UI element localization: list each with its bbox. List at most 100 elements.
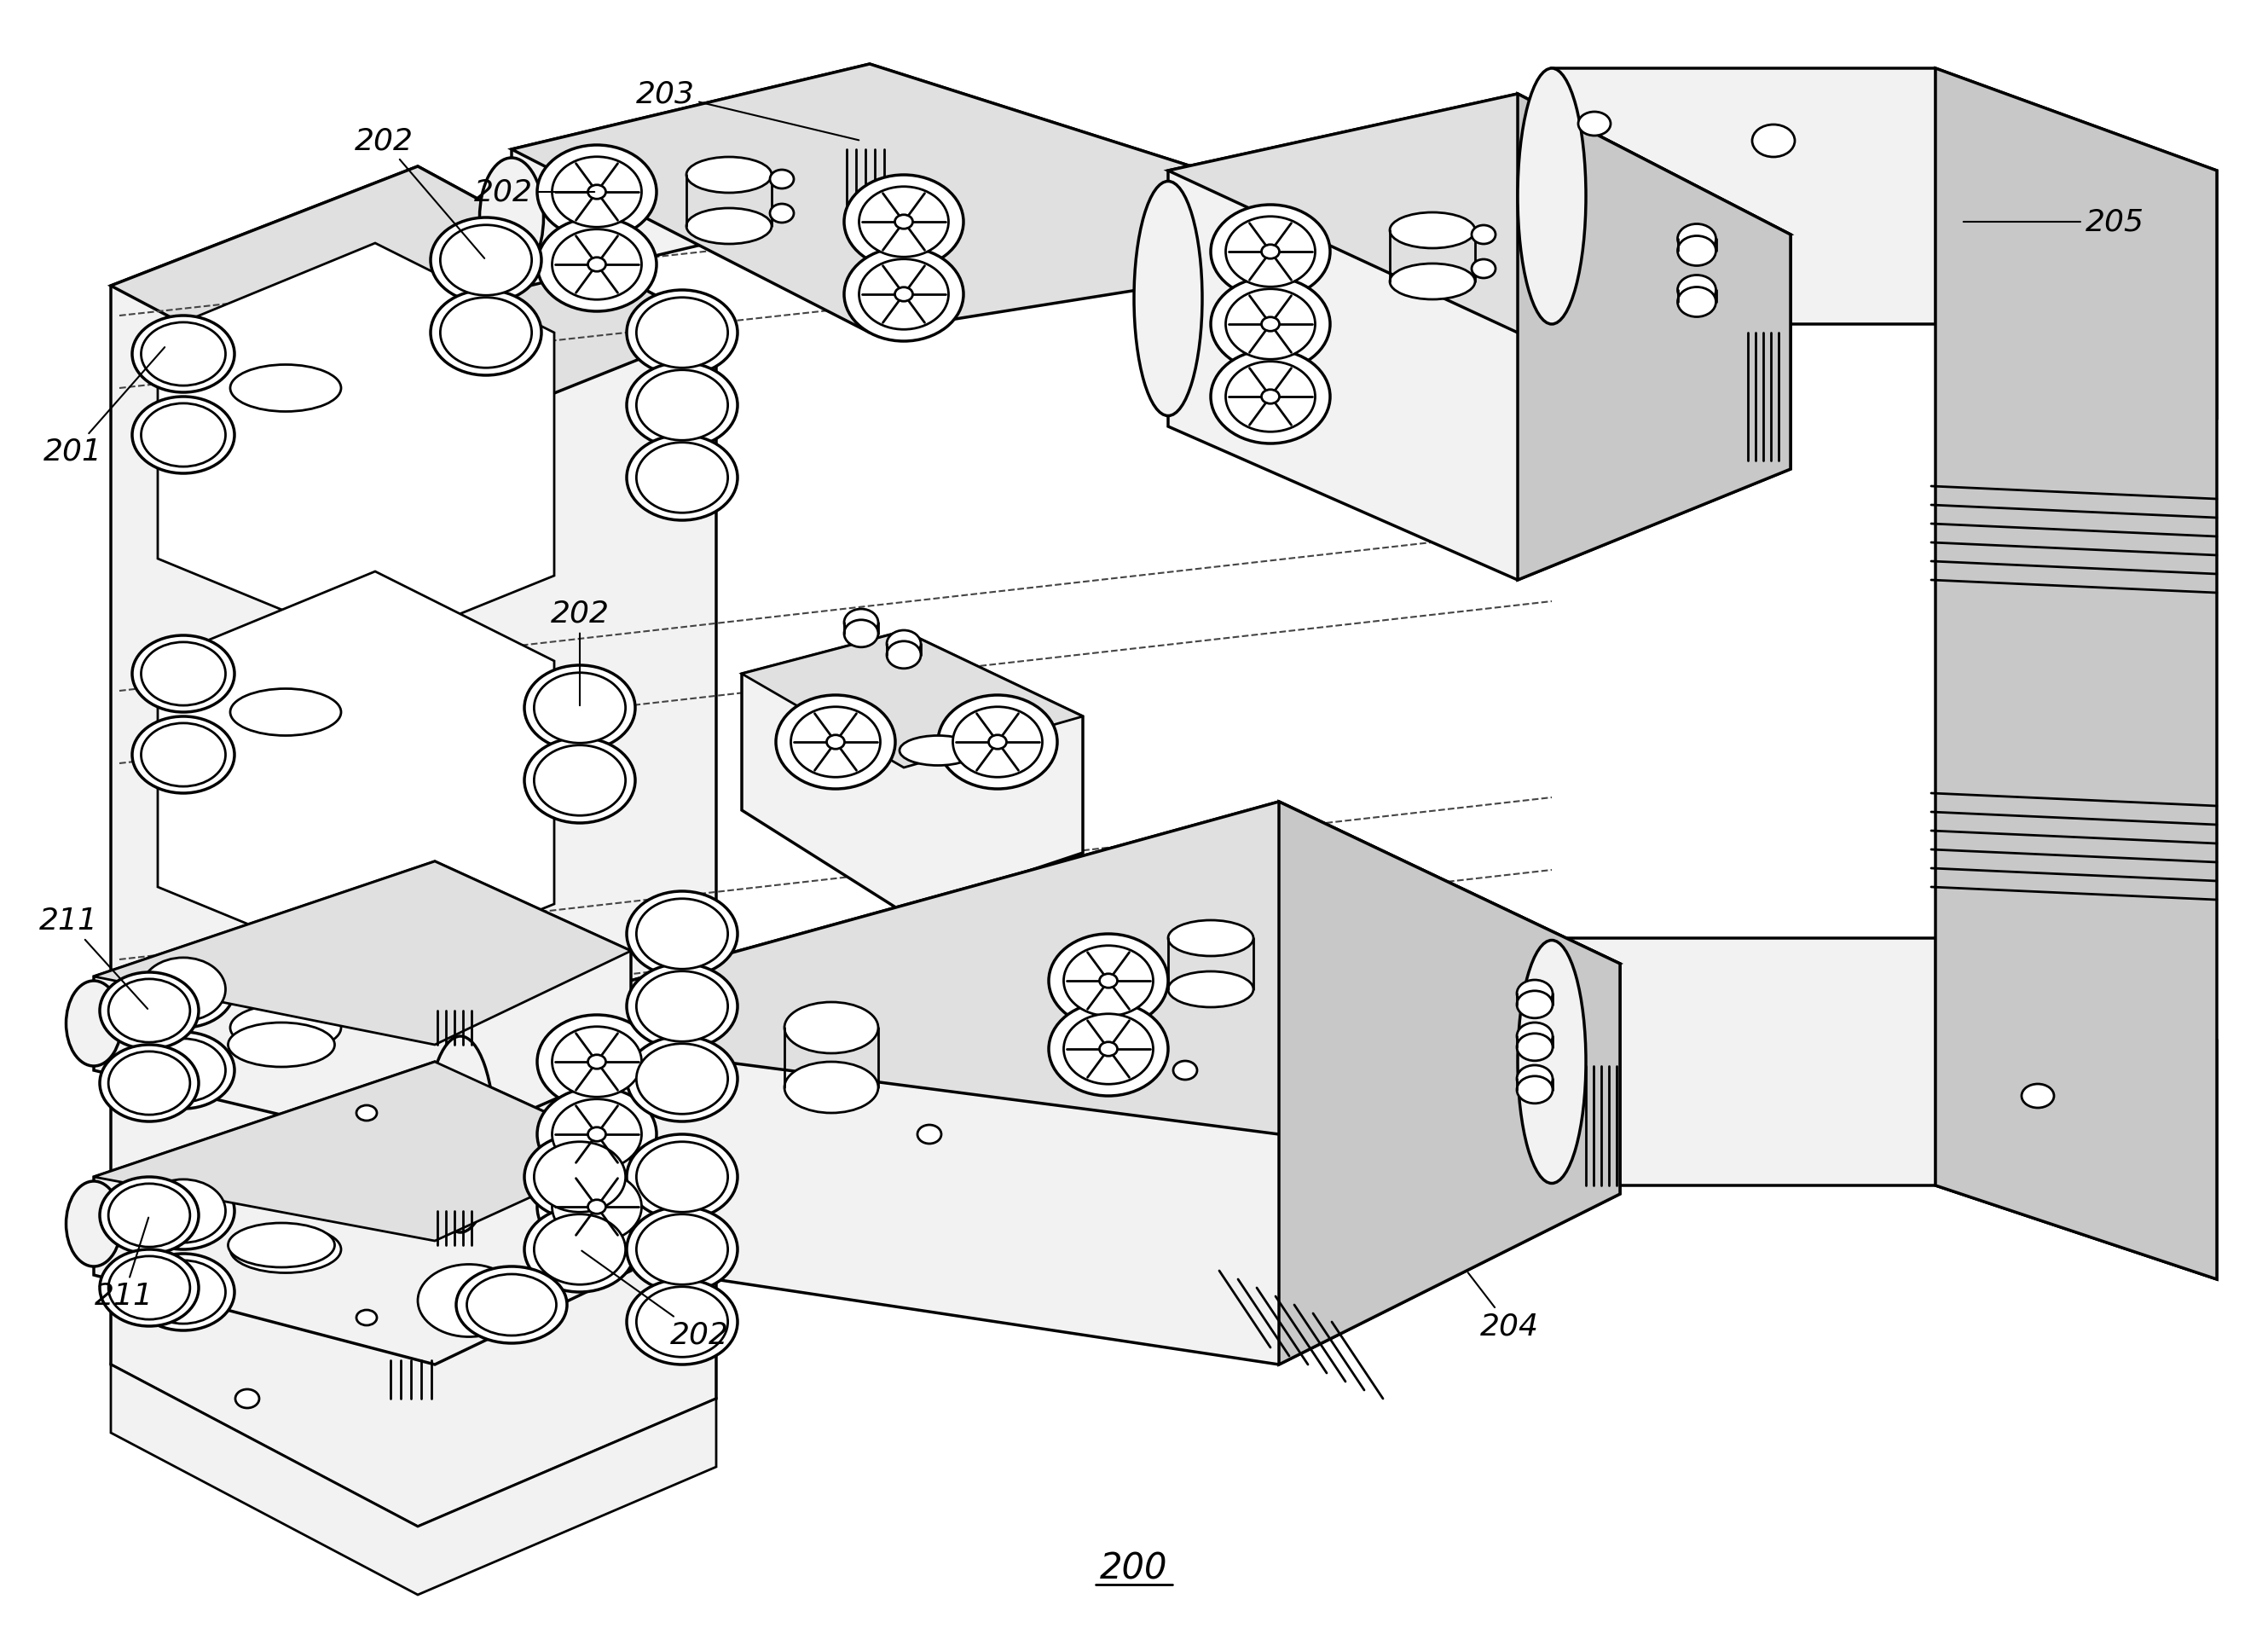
Ellipse shape — [1517, 1033, 1554, 1060]
Ellipse shape — [1064, 946, 1152, 1016]
Ellipse shape — [1678, 275, 1717, 306]
Ellipse shape — [687, 157, 771, 193]
Ellipse shape — [538, 217, 655, 312]
Ellipse shape — [533, 745, 626, 815]
Ellipse shape — [769, 204, 794, 222]
Ellipse shape — [785, 1002, 878, 1054]
Ellipse shape — [551, 229, 642, 299]
Ellipse shape — [769, 170, 794, 188]
Polygon shape — [111, 167, 717, 448]
Ellipse shape — [231, 1226, 340, 1273]
Text: 202: 202 — [354, 126, 485, 258]
Ellipse shape — [844, 609, 878, 636]
Polygon shape — [513, 64, 1433, 366]
Text: 211: 211 — [95, 1217, 152, 1310]
Ellipse shape — [1678, 224, 1717, 253]
Ellipse shape — [626, 1279, 737, 1364]
Polygon shape — [93, 1062, 631, 1364]
Ellipse shape — [844, 619, 878, 647]
Text: 200: 200 — [1100, 1551, 1168, 1587]
Ellipse shape — [141, 322, 225, 386]
Ellipse shape — [132, 636, 234, 712]
Ellipse shape — [1517, 1023, 1554, 1049]
Ellipse shape — [1517, 940, 1585, 1183]
Ellipse shape — [467, 1275, 556, 1335]
Ellipse shape — [637, 1214, 728, 1284]
Ellipse shape — [1517, 1077, 1554, 1103]
Ellipse shape — [626, 1134, 737, 1219]
Ellipse shape — [109, 1183, 191, 1247]
Ellipse shape — [919, 1124, 941, 1144]
Text: 202: 202 — [474, 178, 594, 206]
Ellipse shape — [538, 1087, 655, 1181]
Ellipse shape — [356, 1310, 376, 1325]
Ellipse shape — [440, 225, 531, 296]
Ellipse shape — [551, 1100, 642, 1170]
Ellipse shape — [776, 694, 896, 789]
Polygon shape — [460, 802, 1619, 1134]
Ellipse shape — [356, 1105, 376, 1121]
Ellipse shape — [2021, 1083, 2055, 1108]
Ellipse shape — [1517, 1065, 1554, 1093]
Ellipse shape — [132, 315, 234, 392]
Polygon shape — [93, 861, 631, 1152]
Polygon shape — [93, 1062, 631, 1240]
Ellipse shape — [1211, 204, 1329, 299]
Ellipse shape — [1678, 288, 1717, 317]
Ellipse shape — [132, 716, 234, 792]
Ellipse shape — [1211, 350, 1329, 443]
Text: 211: 211 — [39, 907, 147, 1008]
Polygon shape — [159, 572, 553, 977]
Ellipse shape — [1579, 111, 1610, 136]
Ellipse shape — [533, 1214, 626, 1284]
Ellipse shape — [1261, 245, 1279, 258]
Ellipse shape — [1517, 980, 1554, 1007]
Ellipse shape — [538, 1015, 655, 1108]
Ellipse shape — [141, 1180, 225, 1243]
Ellipse shape — [66, 1181, 122, 1266]
Ellipse shape — [1168, 971, 1254, 1007]
Ellipse shape — [637, 1286, 728, 1358]
Ellipse shape — [1211, 278, 1329, 371]
Ellipse shape — [792, 708, 880, 778]
Ellipse shape — [637, 297, 728, 368]
Ellipse shape — [1678, 235, 1717, 266]
Ellipse shape — [626, 891, 737, 977]
Ellipse shape — [431, 289, 542, 376]
Ellipse shape — [1517, 69, 1585, 324]
Ellipse shape — [860, 186, 948, 257]
Ellipse shape — [533, 673, 626, 743]
Polygon shape — [159, 243, 553, 649]
Ellipse shape — [132, 1033, 234, 1108]
Ellipse shape — [626, 1208, 737, 1292]
Ellipse shape — [844, 175, 964, 268]
Ellipse shape — [141, 1039, 225, 1101]
Ellipse shape — [637, 1044, 728, 1114]
Ellipse shape — [587, 1127, 606, 1141]
Ellipse shape — [132, 951, 234, 1028]
Ellipse shape — [860, 260, 948, 330]
Text: 203: 203 — [635, 80, 860, 141]
Ellipse shape — [587, 257, 606, 271]
Ellipse shape — [141, 724, 225, 786]
Ellipse shape — [524, 737, 635, 824]
Text: 204: 204 — [1467, 1273, 1538, 1340]
Polygon shape — [1517, 93, 1789, 580]
Text: 202: 202 — [581, 1250, 728, 1350]
Ellipse shape — [939, 694, 1057, 789]
Ellipse shape — [896, 214, 912, 229]
Ellipse shape — [896, 288, 912, 301]
Ellipse shape — [538, 145, 655, 239]
Ellipse shape — [1261, 389, 1279, 404]
Polygon shape — [1168, 93, 1789, 580]
Ellipse shape — [524, 1208, 635, 1292]
Polygon shape — [1935, 69, 2216, 418]
Ellipse shape — [626, 435, 737, 520]
Ellipse shape — [587, 1054, 606, 1069]
Ellipse shape — [1225, 361, 1315, 431]
Ellipse shape — [626, 289, 737, 376]
Ellipse shape — [626, 964, 737, 1049]
Ellipse shape — [1048, 1002, 1168, 1096]
Ellipse shape — [231, 364, 340, 412]
Ellipse shape — [100, 1044, 200, 1121]
